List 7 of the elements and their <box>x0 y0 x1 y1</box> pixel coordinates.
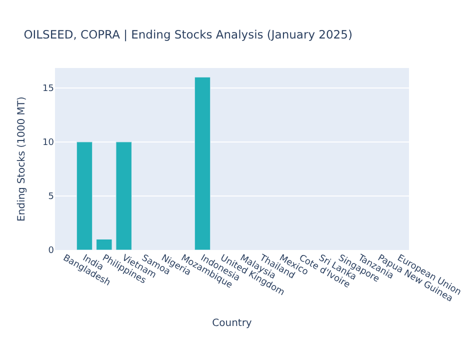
y-tick-label: 5 <box>48 192 54 202</box>
y-tick-label: 10 <box>42 138 54 148</box>
x-axis-title: Country <box>212 318 252 329</box>
chart-title: OILSEED, COPRA | Ending Stocks Analysis (January 2025) <box>24 27 352 42</box>
y-axis-title: Ending Stocks (1000 MT) <box>16 96 28 222</box>
y-tick-label: 0 <box>48 246 54 256</box>
y-tick-label: 15 <box>42 84 54 94</box>
